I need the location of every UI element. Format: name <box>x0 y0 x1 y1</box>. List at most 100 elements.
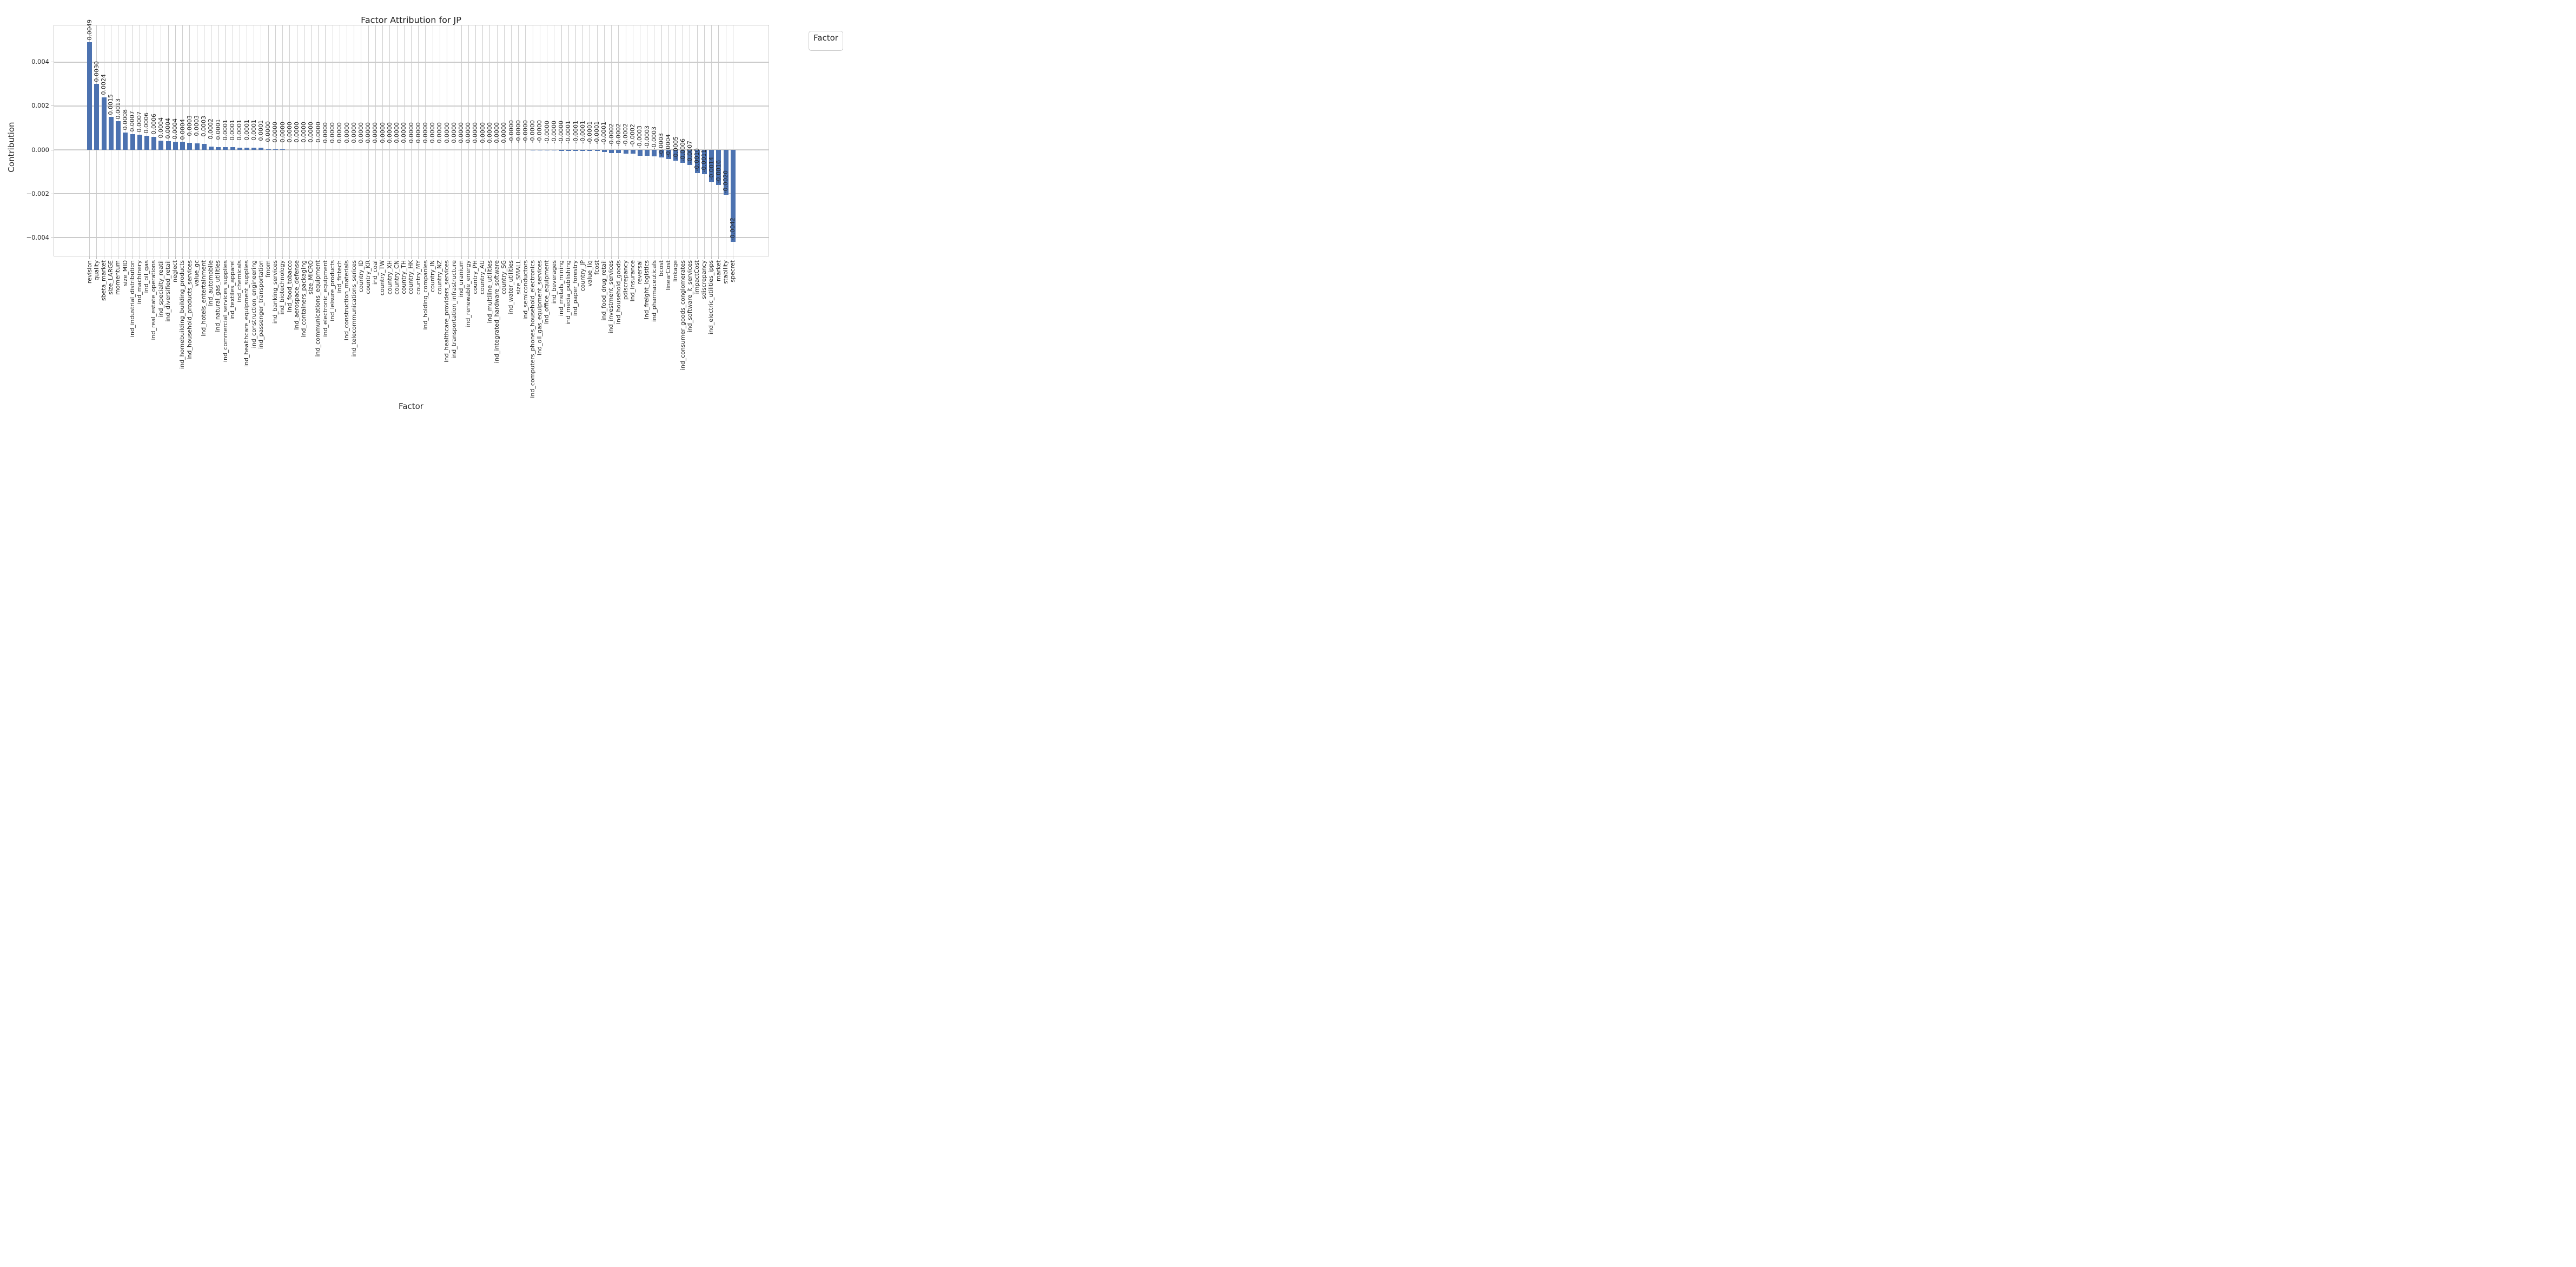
bar-value-label: -0.0014 <box>707 157 715 180</box>
x-tick-label: reversal <box>636 260 644 285</box>
x-tick-label: ind_renewable_energy <box>465 260 472 327</box>
vertical-gridline <box>375 25 376 256</box>
bar-value-label: 0.0000 <box>479 122 486 143</box>
vertical-gridline <box>282 25 283 256</box>
x-tick-mark <box>697 256 698 259</box>
x-tick-label: ind_specialty_reatil <box>157 260 164 318</box>
bar-value-label: -0.0001 <box>600 122 608 145</box>
x-tick-label: ind_semiconductors <box>521 260 529 320</box>
bar-value-label: 0.0000 <box>400 122 408 143</box>
bar-value-label: -0.0000 <box>543 120 551 144</box>
x-tick-label: size_SMALL <box>514 260 522 295</box>
x-tick-label: ind_household_products_services <box>186 260 193 360</box>
bar <box>666 150 671 159</box>
bar-value-label: -0.0000 <box>507 120 515 143</box>
x-tick-label: size_MID <box>121 260 129 287</box>
bar <box>645 150 650 156</box>
bar <box>723 150 729 195</box>
bar <box>151 136 157 150</box>
bar-value-label: -0.0000 <box>536 120 544 143</box>
bar-value-label: 0.0000 <box>493 122 501 143</box>
x-tick-mark <box>618 256 619 259</box>
bar-value-label: -0.0003 <box>643 126 651 149</box>
x-tick-mark <box>225 256 226 259</box>
x-tick-label: value_liq <box>586 260 593 287</box>
x-tick-label: ind_software_it_services <box>686 260 693 333</box>
bar-value-label: 0.0000 <box>421 122 429 143</box>
x-tick-label: ind_freight_logistics <box>643 260 651 319</box>
vertical-gridline <box>496 25 498 256</box>
bar-value-label: 0.0000 <box>271 121 279 143</box>
x-tick-mark <box>89 256 90 259</box>
x-tick-label: ind_beverages <box>550 260 558 304</box>
bar-value-label: 0.0001 <box>243 120 250 141</box>
bar-value-label: 0.0000 <box>286 122 293 143</box>
legend: Factor <box>809 31 843 51</box>
y-tick-label: 0.000 <box>31 146 49 154</box>
bar <box>251 147 257 150</box>
bar-value-label: -0.0005 <box>672 136 679 160</box>
x-tick-label: country_AU <box>479 260 486 295</box>
x-tick-label: ind_real_estate_operations <box>150 260 157 340</box>
x-tick-mark <box>582 256 584 259</box>
vertical-gridline <box>275 25 276 256</box>
x-tick-label: value_gc <box>193 260 200 287</box>
vertical-gridline <box>318 25 319 256</box>
bar <box>244 147 250 150</box>
x-tick-label: revision <box>85 260 93 284</box>
bar-value-label: 0.0001 <box>221 119 229 141</box>
x-tick-label: ind_telecommunications_serices <box>350 260 357 357</box>
vertical-gridline <box>425 25 426 256</box>
vertical-gridline <box>168 25 169 256</box>
horizontal-gridline <box>54 237 769 238</box>
x-tick-mark <box>704 256 705 259</box>
vertical-gridline <box>711 25 712 256</box>
bar-value-label: -0.0007 <box>686 140 693 164</box>
x-tick-label: market <box>714 260 722 282</box>
y-tick-label: −0.004 <box>26 233 49 241</box>
x-tick-label: ind_oil_gas <box>143 260 150 293</box>
x-tick-label: bcost <box>657 260 665 276</box>
x-tick-label: ind_office_equipment <box>543 260 551 324</box>
horizontal-gridline <box>54 105 769 107</box>
bar-value-label: 0.0007 <box>136 111 143 133</box>
vertical-gridline <box>489 25 491 256</box>
vertical-gridline <box>561 25 562 256</box>
x-tick-label: ind_uranium <box>457 260 465 298</box>
vertical-gridline <box>225 25 226 256</box>
bar-value-label: -0.0002 <box>614 123 622 147</box>
x-tick-label: country_KR <box>365 260 372 294</box>
bar <box>559 150 564 151</box>
x-tick-label: ind_leisure_products <box>328 260 336 321</box>
x-tick-mark <box>461 256 462 259</box>
vertical-gridline <box>504 25 505 256</box>
x-tick-label: ind_food_tobacco <box>286 260 293 312</box>
bar <box>101 97 107 150</box>
bar-value-label: 0.0000 <box>365 122 372 143</box>
vertical-gridline <box>618 25 619 256</box>
bar <box>87 42 92 150</box>
x-tick-label: ind_household_goods <box>614 260 622 325</box>
bar <box>687 150 693 166</box>
bar-value-label: 0.0000 <box>357 122 365 143</box>
x-tick-label: ind_passenger_transportation <box>257 260 264 349</box>
x-tick-label: country_XH <box>386 260 393 295</box>
bar <box>94 84 100 150</box>
x-tick-label: ind_food_drug_retail <box>600 260 608 321</box>
x-tick-label: country_IN <box>428 260 436 293</box>
x-tick-mark <box>604 256 605 259</box>
x-tick-label: ind_investment_services <box>607 260 615 334</box>
vertical-gridline <box>396 25 398 256</box>
y-tick-mark <box>51 237 54 238</box>
vertical-gridline <box>575 25 576 256</box>
x-tick-mark <box>611 256 612 259</box>
bar-value-label: 0.0003 <box>200 116 208 137</box>
bar-value-label: 0.0004 <box>157 117 164 138</box>
x-tick-label: ind_commercial_services_supplies <box>221 260 229 362</box>
x-tick-mark <box>575 256 576 259</box>
vertical-gridline <box>718 25 719 256</box>
vertical-gridline <box>175 25 176 256</box>
x-tick-mark <box>189 256 190 259</box>
x-tick-label: country_MY <box>414 260 422 295</box>
bar-value-label: -0.0003 <box>650 126 658 150</box>
